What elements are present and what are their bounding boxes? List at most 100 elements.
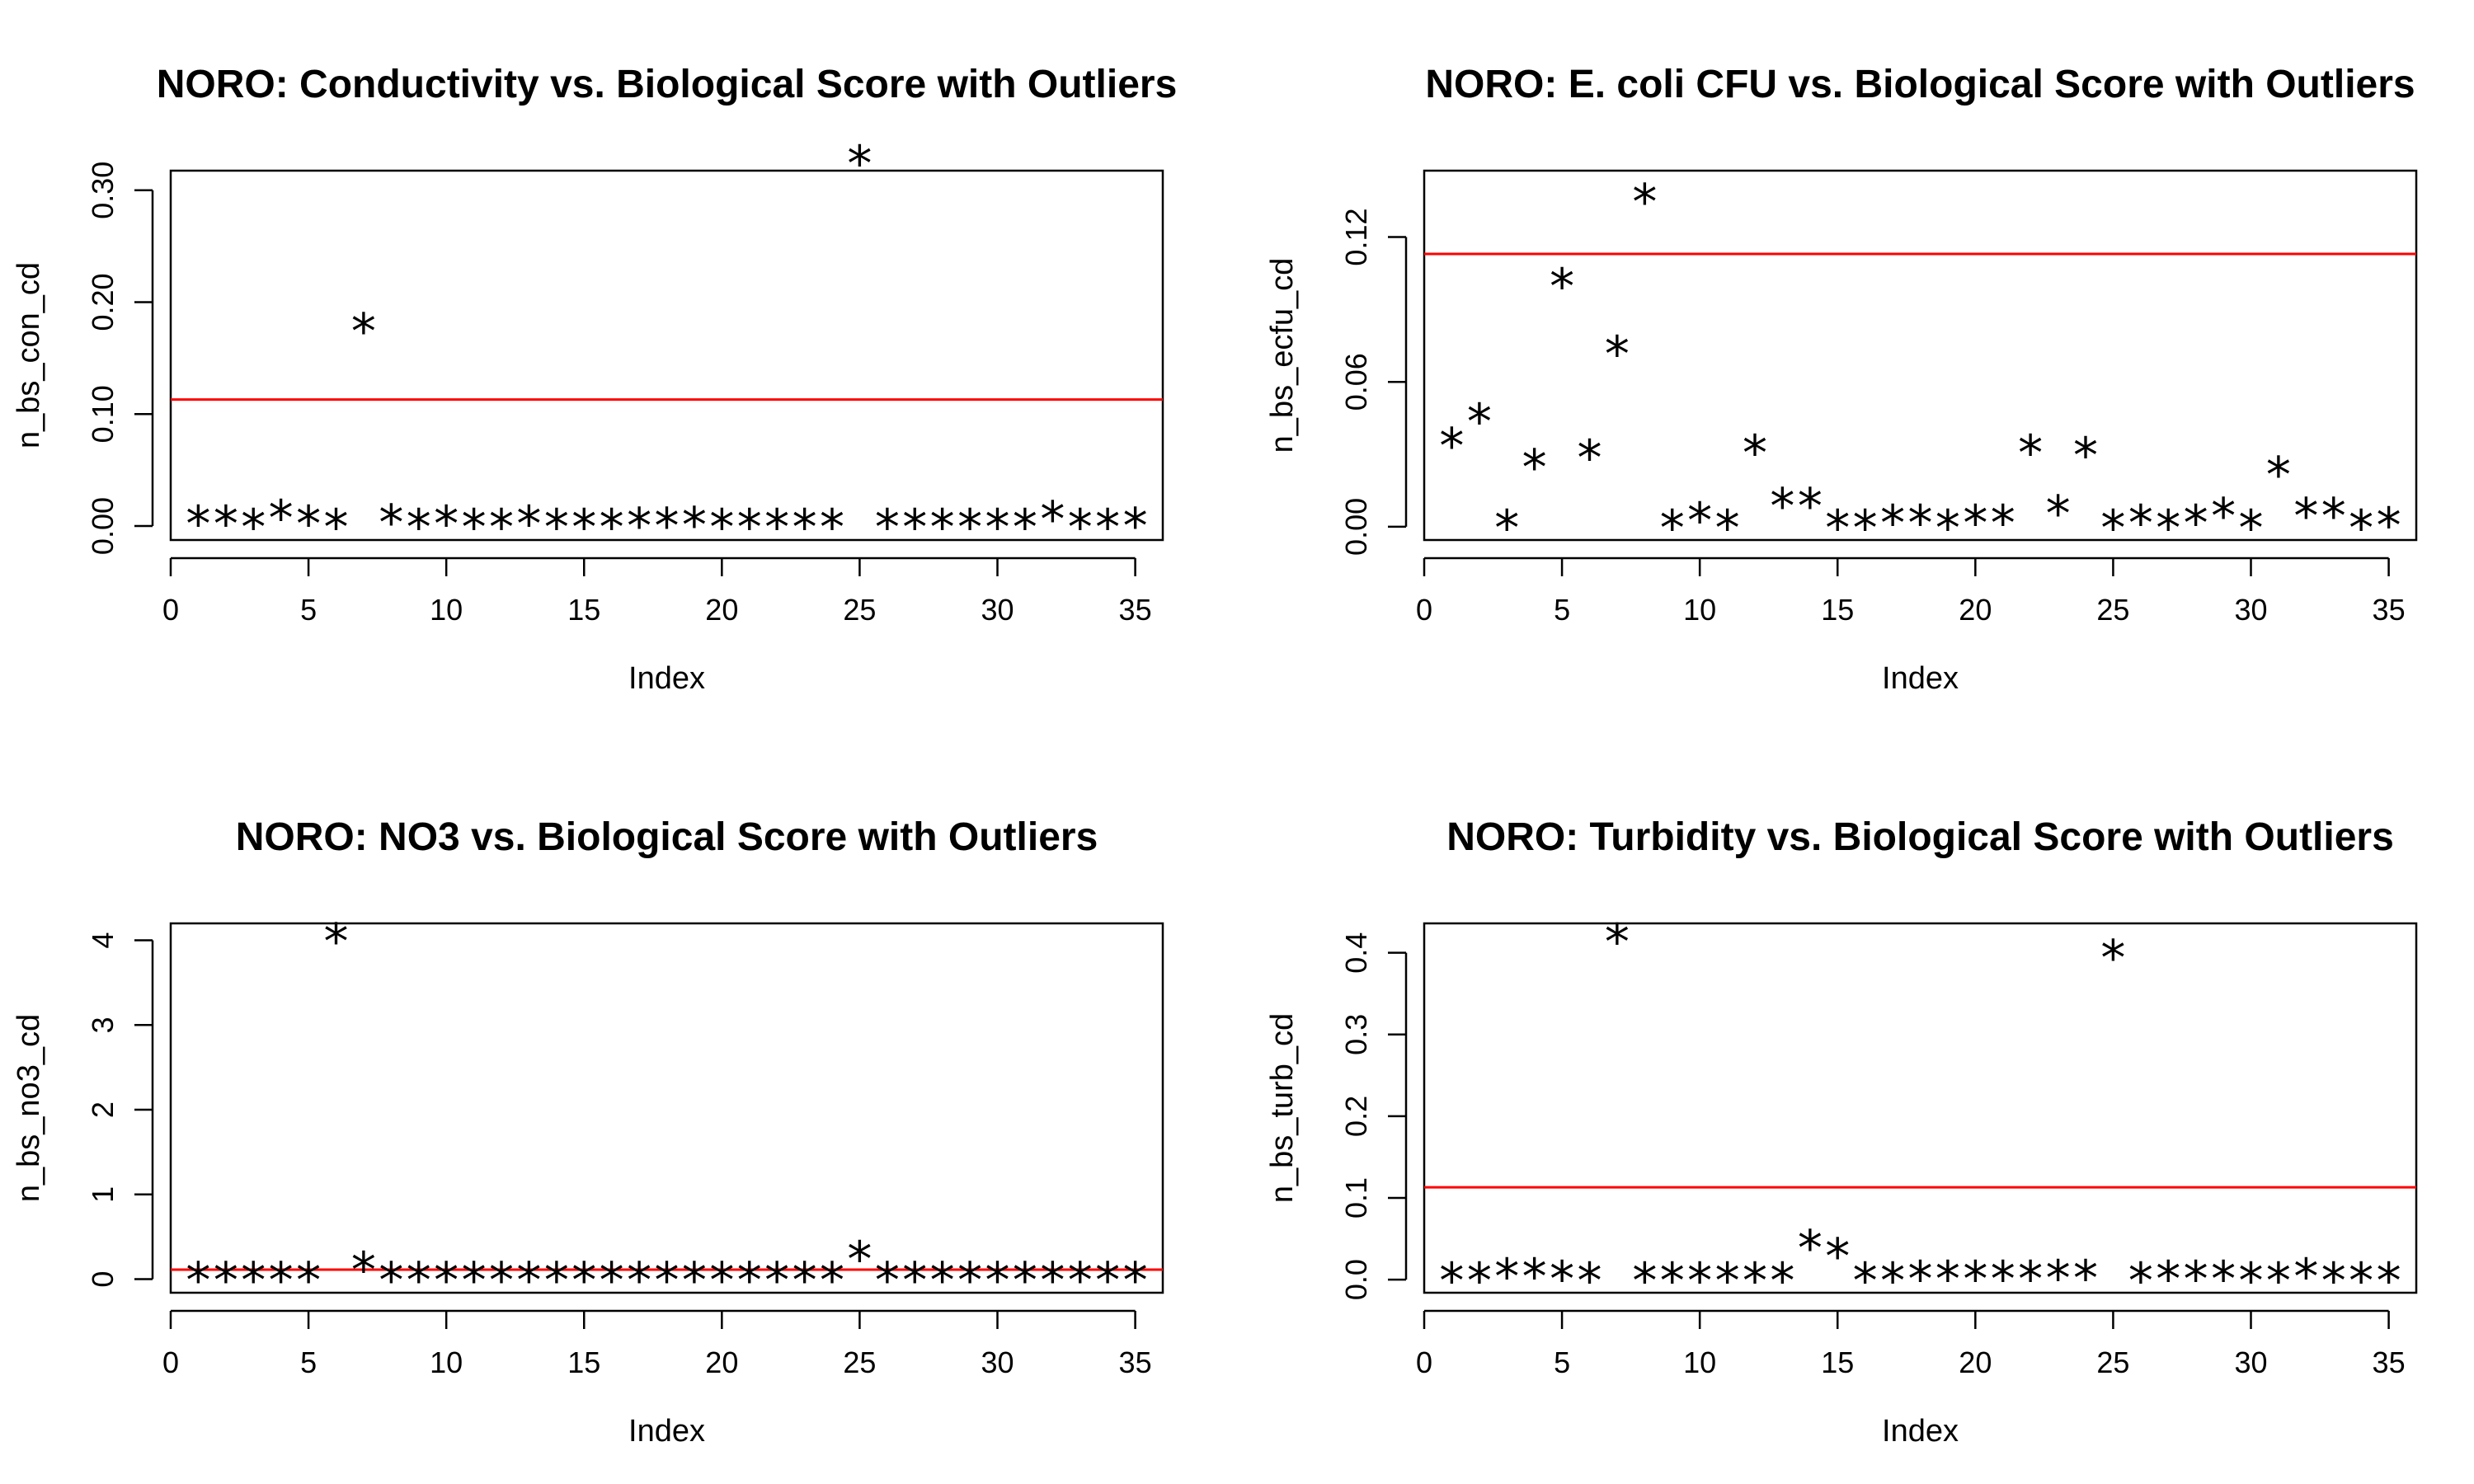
data-point: * — [1522, 1248, 1547, 1306]
data-point: * — [1743, 1252, 1767, 1310]
data-point: * — [902, 1252, 927, 1310]
data-point: * — [2266, 446, 2291, 504]
x-axis-label: Index — [628, 1414, 705, 1449]
data-point: * — [793, 499, 817, 556]
data-point: * — [1439, 1252, 1464, 1310]
chart-panel-2: NORO: E. coli CFU vs. Biological Score w… — [1265, 63, 2418, 696]
x-tick-label: 30 — [981, 1345, 1014, 1379]
y-tick-label: 0.4 — [1339, 932, 1373, 974]
data-point: * — [571, 1252, 596, 1310]
data-point: * — [1578, 1252, 1602, 1310]
x-tick-label: 35 — [1119, 593, 1152, 627]
chart-title: NORO: Conductivity vs. Biological Score … — [157, 63, 1178, 106]
y-tick-label: 3 — [86, 1017, 120, 1033]
data-point: * — [1770, 1252, 1794, 1310]
data-point: * — [709, 499, 734, 556]
chart-panel-3: NORO: NO3 vs. Biological Score with Outl… — [12, 815, 1164, 1449]
data-point: * — [2018, 425, 2043, 482]
data-point: * — [1068, 1252, 1093, 1310]
x-tick-label: 25 — [2096, 593, 2129, 627]
x-tick-label: 5 — [300, 1345, 317, 1379]
data-point: * — [1908, 495, 1933, 552]
data-point: * — [1991, 1251, 2015, 1308]
data-point: * — [1550, 258, 1574, 316]
data-point: * — [407, 1252, 431, 1310]
data-point: * — [571, 499, 596, 556]
data-point: * — [1935, 1251, 1960, 1308]
data-point: * — [2184, 1251, 2208, 1308]
data-point: * — [2239, 500, 2264, 557]
data-point: * — [820, 499, 844, 556]
data-point: * — [2100, 500, 2125, 557]
x-tick-label: 20 — [705, 593, 738, 627]
y-axis-label: n_bs_no3_cd — [12, 1014, 46, 1202]
data-point: * — [2293, 487, 2318, 545]
x-tick-label: 0 — [1416, 593, 1432, 627]
x-tick-label: 30 — [981, 593, 1014, 627]
data-point: * — [2156, 1251, 2180, 1308]
data-point: * — [930, 1252, 955, 1310]
data-point: * — [1660, 500, 1685, 557]
data-point: * — [875, 1252, 900, 1310]
y-tick-label: 0 — [86, 1271, 120, 1288]
data-point: * — [1798, 478, 1823, 536]
data-point: * — [1040, 1252, 1065, 1310]
x-axis-label: Index — [1882, 661, 1959, 696]
data-point: * — [1853, 500, 1878, 557]
data-point: * — [1991, 495, 2015, 552]
data-point: * — [655, 498, 680, 556]
x-tick-label: 10 — [430, 1345, 463, 1379]
chart-title: NORO: E. coli CFU vs. Biological Score w… — [1425, 63, 2415, 106]
data-point: * — [1578, 430, 1602, 487]
data-point: * — [2046, 485, 2071, 542]
x-tick-label: 0 — [162, 1345, 179, 1379]
data-point: * — [2377, 1252, 2401, 1310]
x-tick-label: 15 — [567, 593, 600, 627]
y-tick-label: 0.20 — [86, 273, 120, 331]
data-point: * — [324, 913, 349, 971]
x-tick-label: 0 — [162, 593, 179, 627]
data-point: * — [186, 495, 210, 553]
data-point: * — [379, 495, 403, 552]
data-point: * — [737, 499, 762, 556]
chart-title: NORO: Turbidity vs. Biological Score wit… — [1446, 815, 2394, 859]
data-point: * — [2073, 427, 2098, 485]
data-point: * — [1494, 500, 1519, 557]
data-point: * — [434, 1252, 459, 1310]
data-point: * — [682, 496, 707, 554]
x-axis-label: Index — [1882, 1414, 1959, 1449]
data-point: * — [820, 1252, 844, 1310]
data-point: * — [930, 499, 955, 556]
data-point: * — [1095, 499, 1120, 556]
data-point: * — [1825, 1228, 1850, 1285]
data-point: * — [682, 1252, 707, 1310]
data-point: * — [902, 499, 927, 556]
x-tick-label: 0 — [1416, 1345, 1432, 1379]
data-point: * — [2211, 487, 2236, 545]
data-point: * — [793, 1252, 817, 1310]
y-tick-label: 0.3 — [1339, 1014, 1373, 1055]
data-point: * — [2128, 1252, 2153, 1310]
data-point: * — [1687, 492, 1712, 550]
chart-title: NORO: NO3 vs. Biological Score with Outl… — [236, 815, 1098, 859]
data-point: * — [1013, 1252, 1037, 1310]
y-tick-label: 4 — [86, 932, 120, 949]
x-tick-label: 10 — [1683, 1345, 1716, 1379]
data-point: * — [2184, 495, 2208, 552]
plot-frame — [1423, 922, 2418, 1294]
plot-frame — [169, 922, 1164, 1294]
x-tick-label: 5 — [1554, 1345, 1570, 1379]
data-point: * — [957, 499, 982, 556]
data-point: * — [269, 490, 294, 547]
y-axis-label: n_bs_con_cd — [12, 262, 46, 448]
y-tick-label: 0.00 — [1339, 498, 1373, 556]
x-tick-label: 20 — [1959, 593, 1992, 627]
data-point: * — [489, 1252, 514, 1310]
data-point: * — [1123, 1252, 1148, 1310]
data-point: * — [2018, 1251, 2043, 1308]
data-point: * — [1715, 500, 1740, 557]
data-point: * — [847, 1231, 872, 1289]
data-point: * — [1550, 1251, 1574, 1308]
data-point: * — [985, 1252, 1010, 1310]
data-point: * — [2321, 487, 2346, 545]
